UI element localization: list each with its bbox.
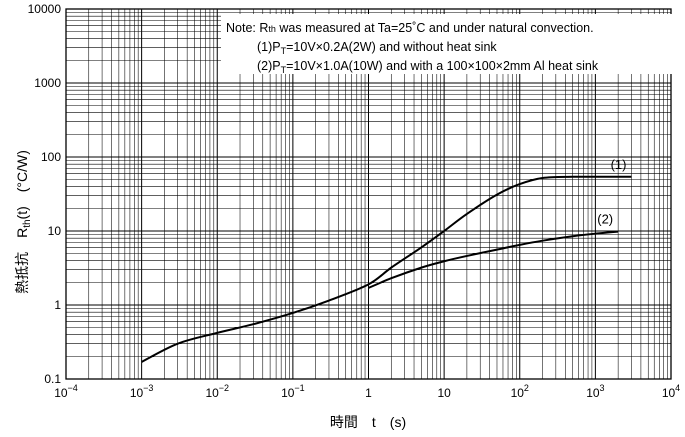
x-tick-label: 10−3 xyxy=(130,383,154,400)
y-tick-label: 10000 xyxy=(28,2,62,16)
series-labels: (1) (2) xyxy=(597,157,626,227)
y-tick-label: 0.1 xyxy=(44,372,61,386)
x-tick-label: 10−2 xyxy=(205,383,229,400)
note-line-1: Note: Rth was measured at Ta=25˚C and un… xyxy=(226,21,594,35)
x-tick-label: 10−1 xyxy=(281,383,305,400)
x-tick-label: 10 xyxy=(437,386,451,400)
series-line-1 xyxy=(141,175,632,363)
x-tick-label: 1 xyxy=(365,386,372,400)
x-tick-label: 103 xyxy=(586,383,604,400)
chart-curves xyxy=(141,175,632,363)
x-axis-label: 時間 t (s) xyxy=(330,414,406,430)
y-tick-label: 1000 xyxy=(34,76,61,90)
x-tick-label: 10−4 xyxy=(54,383,78,400)
y-tick-label: 10 xyxy=(48,224,62,238)
plot-frame xyxy=(65,8,672,380)
note-line-3: (2)PT=10V×1.0A(10W) and with a 100×100×2… xyxy=(257,59,599,75)
x-tick-label: 102 xyxy=(511,383,529,400)
series-line-2 xyxy=(368,230,619,289)
x-tick-labels: 10−4 10−3 10−2 10−1 1 10 102 103 104 xyxy=(54,383,680,400)
y-tick-label: 1 xyxy=(54,298,61,312)
note-line-2: (1)PT=10V×0.2A(2W) and without heat sink xyxy=(257,40,497,56)
note-background xyxy=(221,14,673,74)
series-label-1: (1) xyxy=(611,157,627,172)
y-tick-label: 100 xyxy=(41,150,61,164)
series-label-2: (2) xyxy=(597,212,613,227)
x-tick-label: 104 xyxy=(662,383,680,400)
note-box: Note: Rth was measured at Ta=25˚C and un… xyxy=(221,14,673,75)
y-tick-labels: 0.1 1 10 100 1000 10000 xyxy=(28,2,62,386)
y-axis-label: 熱抵抗 Rth(t) (°C/W) xyxy=(14,150,33,294)
